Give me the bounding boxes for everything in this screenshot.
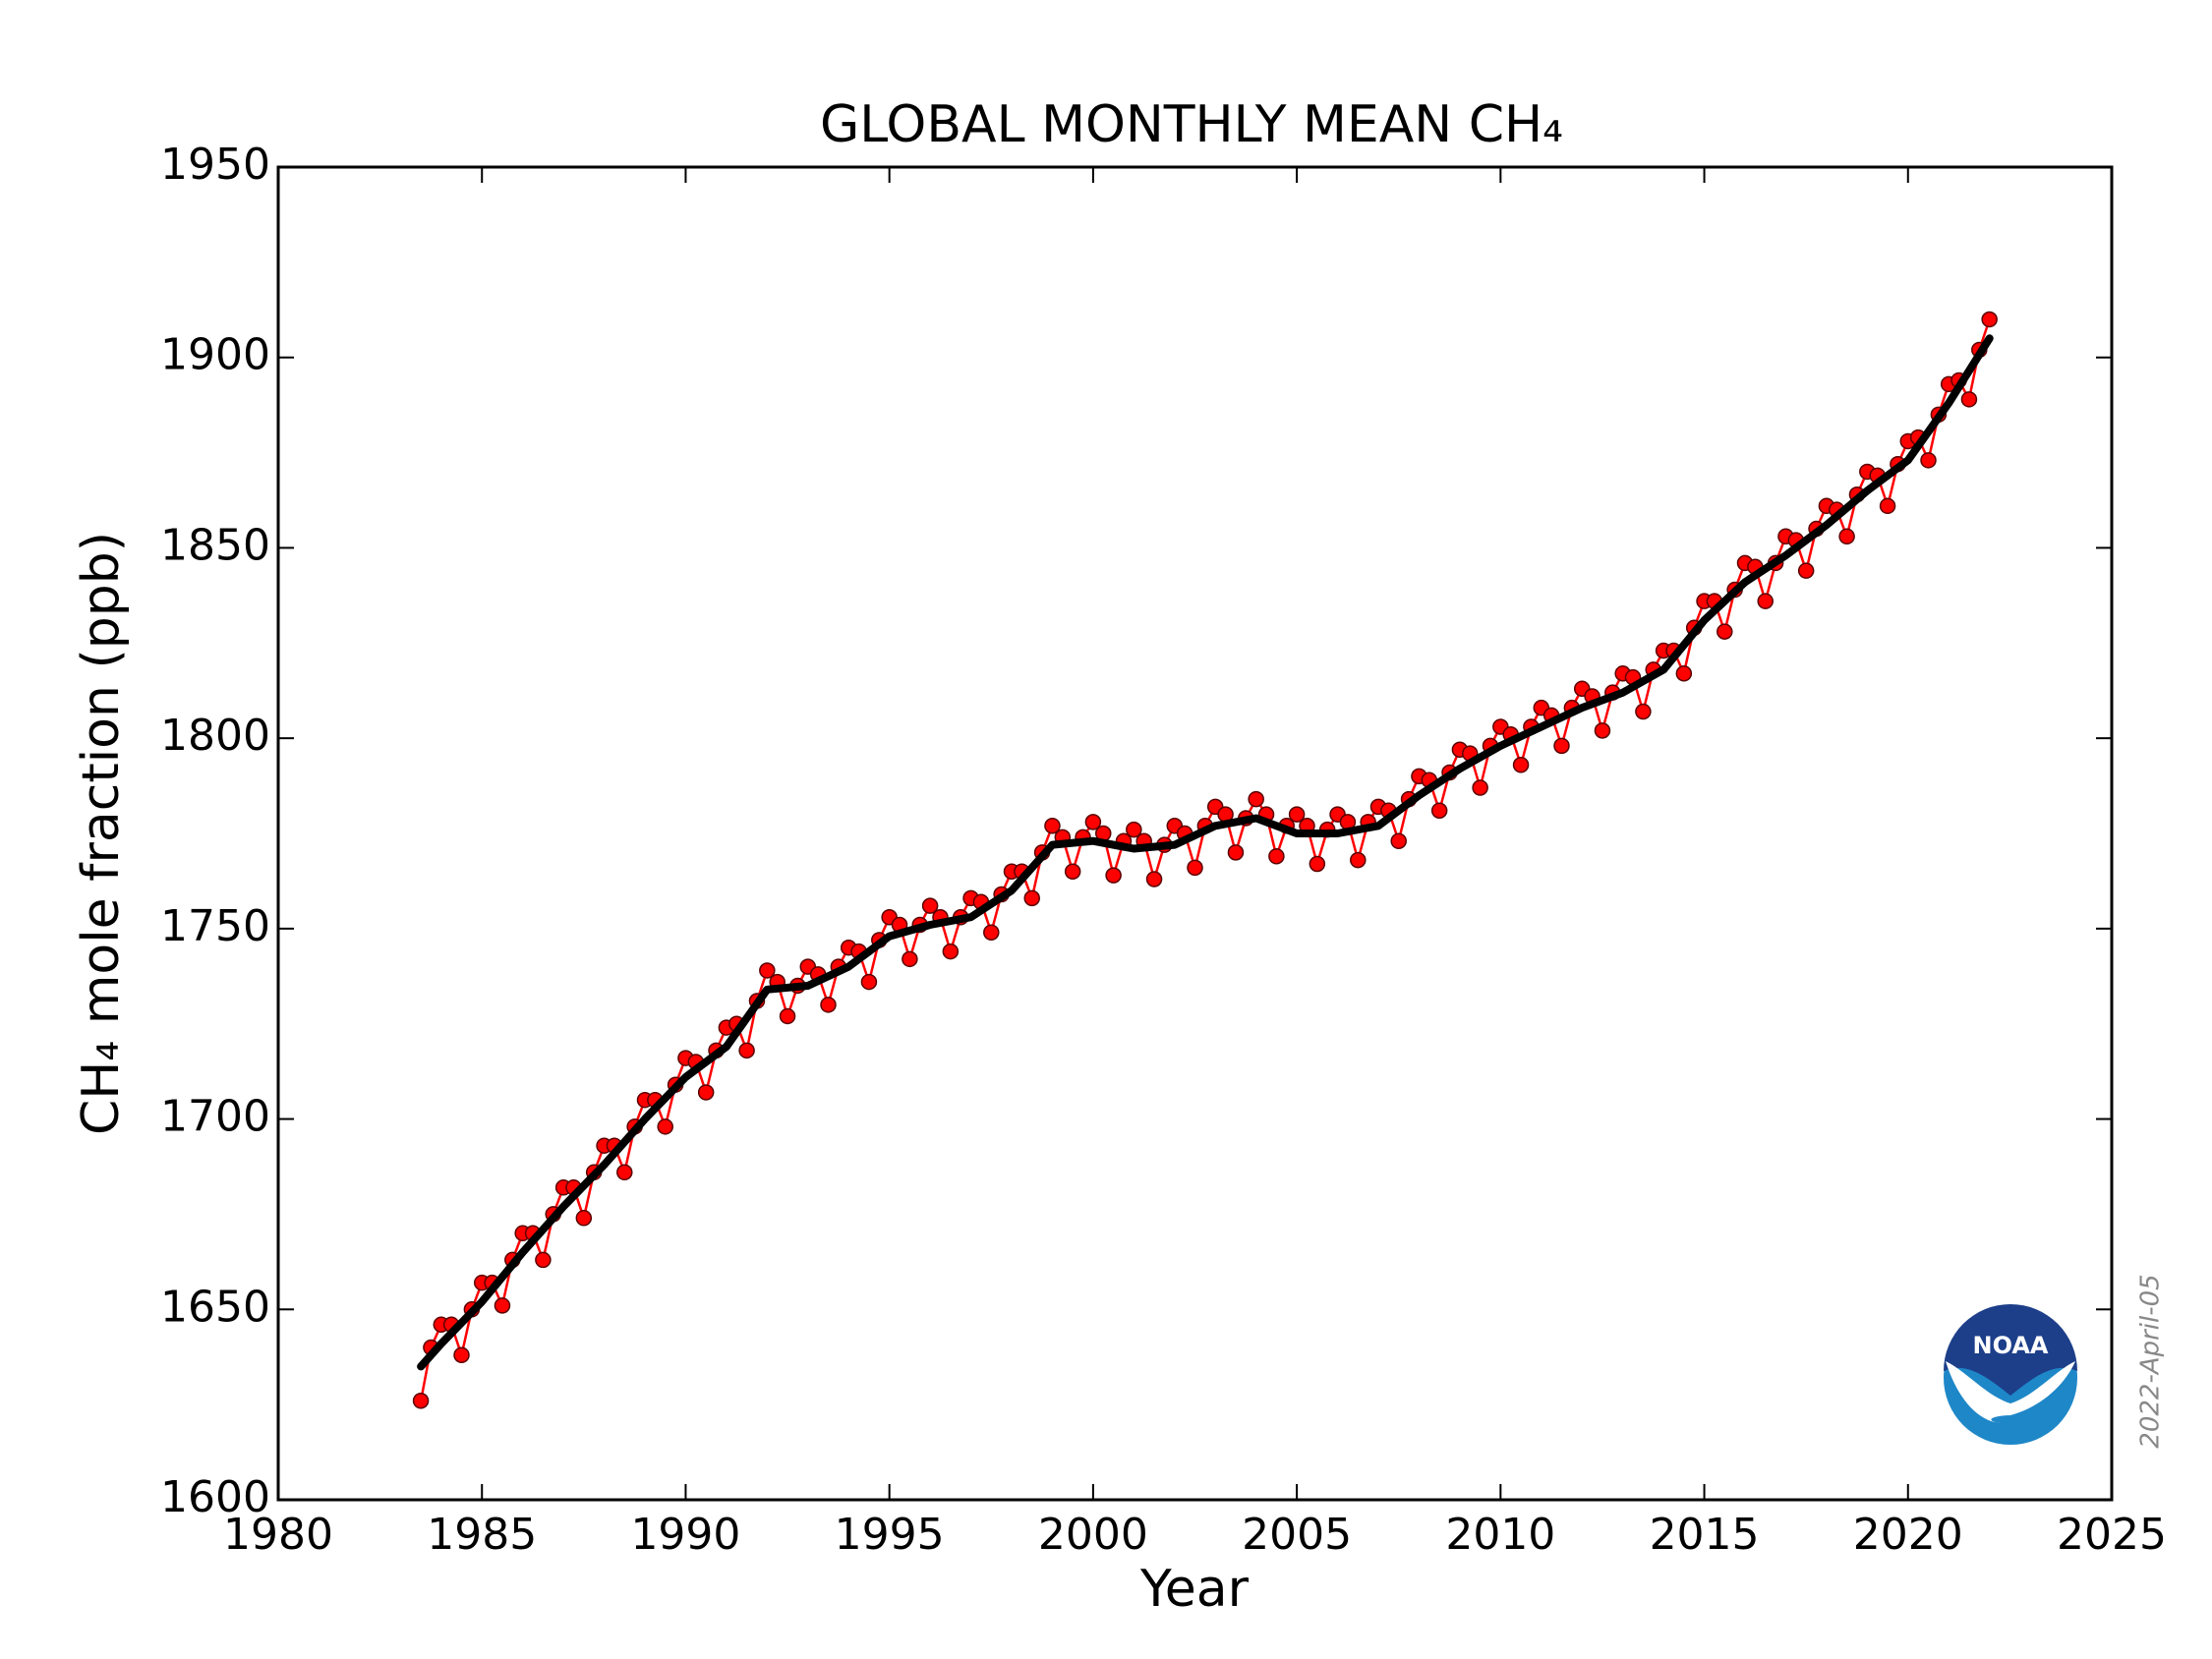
chart-title: GLOBAL MONTHLY MEAN CH₄	[820, 95, 1563, 154]
data-point	[1717, 623, 1733, 640]
data-point	[1268, 847, 1285, 865]
y-tick-label: 1950	[160, 140, 270, 190]
data-point	[1797, 562, 1815, 579]
noaa-logo: NOAA	[1944, 1304, 2077, 1445]
data-point	[1430, 802, 1448, 820]
data-point	[1350, 851, 1367, 869]
data-point	[1553, 737, 1570, 755]
data-point	[1044, 818, 1061, 834]
y-tick-label: 1800	[160, 711, 270, 761]
data-point	[1981, 311, 1998, 328]
data-point	[983, 924, 1000, 941]
y-tick-label: 1650	[160, 1282, 270, 1332]
x-tick-label: 1985	[427, 1510, 537, 1560]
data-point	[1248, 790, 1264, 808]
data-point	[1145, 871, 1163, 887]
data-point	[1838, 528, 1855, 545]
x-tick-label: 1995	[835, 1510, 945, 1560]
y-tick-label: 1850	[160, 520, 270, 570]
data-point	[535, 1251, 552, 1269]
plot-frame	[276, 165, 2114, 1502]
data-point	[1064, 863, 1081, 880]
data-point	[1227, 844, 1245, 861]
y-tick-label: 1750	[160, 901, 270, 951]
data-point	[779, 1007, 796, 1025]
data-point	[616, 1164, 633, 1181]
data-point	[820, 997, 837, 1013]
x-tick-label: 2010	[1445, 1510, 1555, 1560]
y-tick-label: 1900	[160, 330, 270, 380]
data-point	[1187, 859, 1203, 877]
data-point	[412, 1393, 430, 1409]
x-axis-label: Year	[1139, 1560, 1250, 1619]
data-point	[1635, 703, 1652, 720]
trend-line	[417, 334, 1994, 1371]
data-point	[921, 897, 939, 914]
series	[417, 334, 1994, 1371]
data-point	[1288, 806, 1306, 823]
y-tick-label: 1600	[160, 1472, 270, 1522]
y-axis-label: CH₄ mole fraction (ppb)	[72, 532, 131, 1135]
x-tick-label: 2025	[2057, 1510, 2167, 1560]
data-point	[759, 962, 776, 979]
data-point	[1512, 757, 1530, 773]
x-tick-label: 1980	[223, 1510, 333, 1560]
x-tick-label: 1990	[630, 1510, 740, 1560]
data-point	[575, 1210, 593, 1227]
data-point	[942, 943, 960, 960]
data-point	[1757, 593, 1774, 609]
logo-text: NOAA	[1973, 1332, 2049, 1359]
x-tick-label: 2020	[1853, 1510, 1963, 1560]
data-point	[1309, 855, 1326, 873]
data-point	[697, 1084, 715, 1101]
data-point	[1105, 867, 1122, 884]
data-point	[1675, 665, 1693, 682]
date-annotation: 2022-April-05	[2136, 1274, 2166, 1448]
data-point	[1390, 832, 1407, 849]
logo-top	[1944, 1304, 2077, 1396]
data-point	[1594, 722, 1611, 739]
x-tick-label: 2000	[1038, 1510, 1148, 1560]
logo-gull	[1946, 1361, 2075, 1423]
data-point	[1023, 889, 1040, 907]
data-point	[1960, 391, 1978, 408]
x-tick-label: 2015	[1650, 1510, 1760, 1560]
y-tick-label: 1700	[160, 1092, 270, 1142]
data-point	[1920, 452, 1937, 469]
data-point	[494, 1297, 511, 1314]
data-point	[1084, 814, 1102, 830]
data-point	[860, 973, 878, 991]
data-point	[1472, 779, 1488, 796]
x-tick-label: 2005	[1242, 1510, 1352, 1560]
data-point	[738, 1042, 755, 1059]
data-point	[1879, 497, 1896, 515]
data-point	[902, 950, 918, 968]
data-point	[453, 1346, 470, 1364]
data-point	[657, 1118, 673, 1135]
data-point	[1126, 821, 1142, 838]
